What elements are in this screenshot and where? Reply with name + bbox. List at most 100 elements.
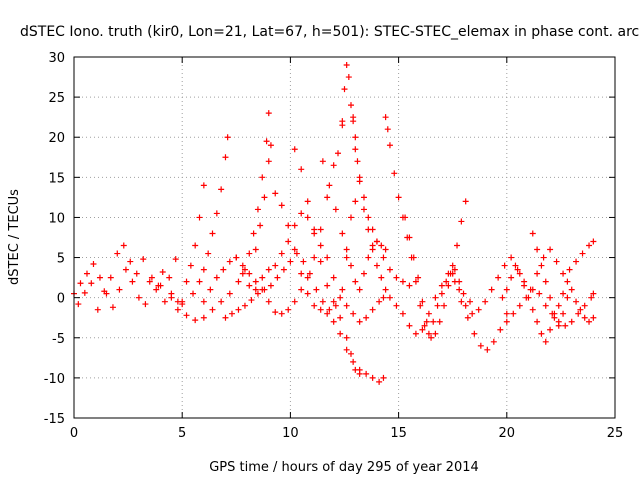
data-point (174, 306, 181, 313)
data-point (313, 286, 320, 293)
data-point (428, 334, 435, 341)
data-point (129, 278, 136, 285)
data-point (326, 306, 333, 313)
data-point (263, 138, 270, 145)
data-point (471, 330, 478, 337)
data-point (272, 262, 279, 269)
data-point (213, 210, 220, 217)
data-point (536, 290, 543, 297)
data-point (352, 366, 359, 373)
plot-frame (73, 56, 616, 419)
data-point (190, 290, 197, 297)
data-point (555, 322, 562, 329)
y-tick-label: 25 (48, 91, 65, 106)
data-point (560, 270, 567, 277)
data-point (187, 262, 194, 269)
data-point (449, 262, 456, 269)
data-point (365, 254, 372, 261)
data-point (378, 274, 385, 281)
x-tick-label: 5 (178, 426, 186, 441)
data-point (566, 266, 573, 273)
data-point (475, 306, 482, 313)
data-point (88, 280, 95, 287)
data-point (226, 258, 233, 265)
data-point (547, 246, 554, 253)
data-point (490, 338, 497, 345)
data-point (311, 230, 318, 237)
data-point (75, 301, 82, 308)
data-point (200, 266, 207, 273)
data-point (226, 290, 233, 297)
data-point (560, 310, 567, 317)
data-point (419, 298, 426, 305)
data-point (317, 258, 324, 265)
data-point (222, 154, 229, 161)
data-point (161, 298, 168, 305)
data-point (241, 266, 248, 273)
data-point (540, 254, 547, 261)
data-point (529, 286, 536, 293)
data-point (343, 246, 350, 253)
data-point (588, 294, 595, 301)
data-point (503, 310, 510, 317)
data-point (443, 278, 450, 285)
data-point (209, 230, 216, 237)
series-19 (503, 286, 597, 329)
y-axis-label: dSTEC / TECUs (7, 189, 22, 285)
series-15 (402, 198, 469, 341)
data-point (499, 294, 506, 301)
series-6 (222, 198, 359, 321)
data-point (406, 234, 413, 241)
data-point (293, 250, 300, 257)
data-point (228, 310, 235, 317)
data-point (239, 262, 246, 269)
data-point (376, 378, 383, 385)
data-point (386, 266, 393, 273)
data-point (259, 274, 266, 281)
data-point (159, 268, 166, 275)
data-point (311, 302, 318, 309)
data-point (319, 298, 326, 305)
data-point (521, 282, 528, 289)
data-point (101, 288, 108, 295)
data-point (360, 206, 367, 213)
data-point (484, 346, 491, 353)
data-point (412, 330, 419, 337)
data-point (252, 246, 259, 253)
data-point (451, 266, 458, 273)
data-point (220, 266, 227, 273)
data-point (495, 274, 502, 281)
axis-ticks: 0 5 10 15 20 25 -15 -10 -5 0 5 10 15 20 25 30 (44, 51, 624, 441)
data-point (445, 282, 452, 289)
data-point (586, 318, 593, 325)
data-point (586, 242, 593, 249)
series-20 (529, 230, 571, 329)
data-point (224, 134, 231, 141)
data-point (382, 114, 389, 121)
data-point (157, 282, 164, 289)
data-point (291, 146, 298, 153)
data-point (425, 330, 432, 337)
data-point (568, 286, 575, 293)
data-point (257, 222, 264, 229)
data-point (514, 266, 521, 273)
series-7 (233, 210, 387, 325)
data-point (497, 326, 504, 333)
series-1 (75, 242, 179, 313)
y-tick-label: 30 (48, 51, 65, 66)
data-point (508, 254, 515, 261)
data-point (551, 310, 558, 317)
data-point (332, 206, 339, 213)
data-point (133, 270, 140, 277)
grid-layer (74, 57, 615, 418)
data-point (207, 286, 214, 293)
data-point (304, 198, 311, 205)
data-point (261, 286, 268, 293)
data-point (324, 282, 331, 289)
series-13 (350, 114, 389, 293)
data-point (378, 242, 385, 249)
data-point (423, 318, 430, 325)
data-point (326, 182, 333, 189)
data-point (267, 142, 274, 149)
data-point (406, 322, 413, 329)
